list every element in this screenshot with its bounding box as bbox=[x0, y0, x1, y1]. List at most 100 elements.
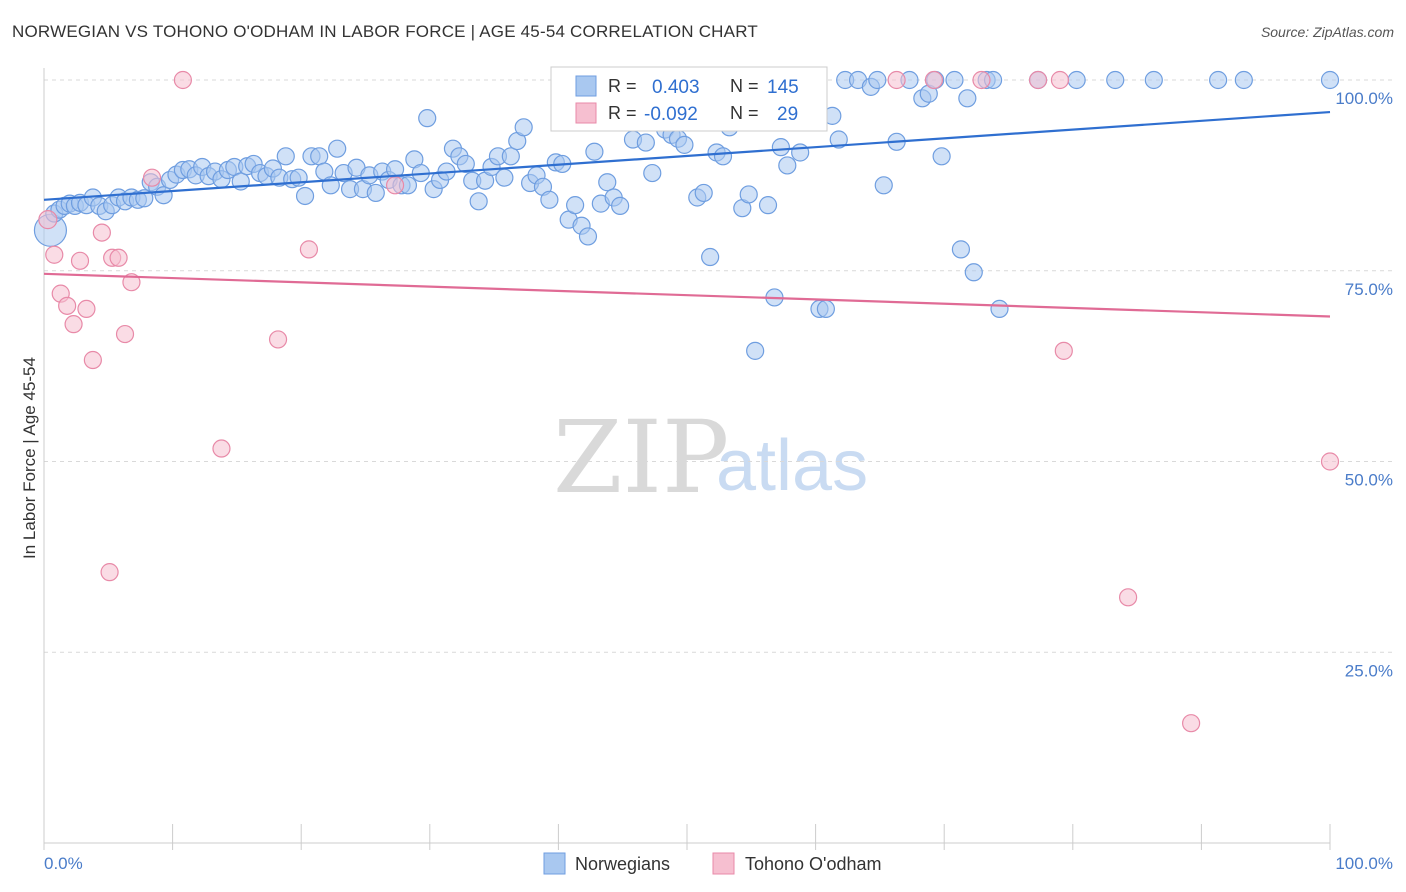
tohono-point bbox=[45, 245, 64, 264]
tohono-point bbox=[385, 176, 405, 195]
axes bbox=[43, 68, 1331, 850]
x-tick-label-min: 0.0% bbox=[44, 854, 83, 873]
x-tick-labels: 0.0% 100.0% bbox=[44, 854, 1393, 873]
tohono-point bbox=[83, 350, 102, 370]
stats-box-frame bbox=[550, 66, 828, 132]
y-tick-label: 75.0% bbox=[1345, 280, 1393, 299]
norwegians-point bbox=[643, 163, 662, 183]
tohono-point bbox=[924, 70, 944, 90]
norwegians-point bbox=[739, 185, 758, 204]
norwegians-point bbox=[1209, 70, 1228, 90]
norwegians-point bbox=[566, 196, 585, 215]
norwegians-point bbox=[945, 70, 964, 90]
norwegians-point bbox=[778, 156, 797, 175]
source-label: Source: ZipAtlas.com bbox=[1260, 24, 1394, 40]
legend-swatch-tohono bbox=[712, 852, 735, 875]
stats-r-value-pink: -0.092 bbox=[644, 104, 698, 125]
norwegians-point bbox=[958, 89, 977, 108]
legend-label-norwegians: Norwegians bbox=[575, 854, 670, 874]
norwegians-point bbox=[1106, 70, 1125, 90]
tohono-point bbox=[109, 248, 128, 267]
y-axis-label: In Labor Force | Age 45-54 bbox=[20, 357, 39, 559]
norwegians-point bbox=[585, 142, 604, 161]
tohono-point bbox=[1320, 452, 1340, 471]
y-tick-label: 50.0% bbox=[1345, 471, 1393, 490]
tohono-point bbox=[1050, 70, 1070, 90]
norwegians-point bbox=[964, 263, 983, 282]
norwegians-point bbox=[366, 183, 385, 203]
stats-n-label-pink: N = bbox=[730, 103, 759, 123]
tohono-point bbox=[70, 251, 90, 270]
norwegians-point bbox=[456, 154, 475, 174]
y-tick-label: 25.0% bbox=[1345, 661, 1393, 680]
y-tick-labels: 25.0% 50.0% 75.0% 100.0% bbox=[1335, 89, 1393, 680]
norwegians-point bbox=[636, 133, 655, 152]
tohono-point bbox=[58, 296, 77, 315]
norwegians-point bbox=[990, 299, 1009, 318]
norwegians-point bbox=[154, 186, 173, 205]
stats-r-label-blue: R = bbox=[608, 76, 637, 96]
tohono-point bbox=[972, 70, 991, 90]
tohono-point bbox=[77, 299, 96, 318]
norwegians-point bbox=[611, 196, 630, 215]
norwegians-point bbox=[1067, 70, 1086, 90]
series-tohono-points bbox=[38, 70, 1340, 733]
norwegians-point bbox=[469, 192, 488, 211]
norwegians-point bbox=[310, 147, 329, 166]
tohono-point bbox=[142, 168, 162, 187]
stats-n-value-blue: 145 bbox=[767, 77, 799, 98]
tohono-point bbox=[1054, 341, 1073, 360]
norwegians-point bbox=[540, 190, 559, 209]
norwegians-point bbox=[1320, 70, 1340, 90]
norwegians-point bbox=[829, 130, 848, 149]
norwegians-point bbox=[816, 299, 835, 318]
norwegians-point bbox=[598, 173, 617, 192]
trend-line-norwegians bbox=[43, 110, 1331, 201]
norwegians-point bbox=[713, 147, 733, 166]
legend: Norwegians Tohono O'odham bbox=[543, 852, 882, 875]
tohono-point bbox=[115, 324, 135, 344]
norwegians-point bbox=[758, 196, 778, 215]
tohono-point bbox=[173, 70, 192, 90]
watermark: ZIP atlas bbox=[553, 399, 868, 516]
chart-title: NORWEGIAN VS TOHONO O'ODHAM IN LABOR FOR… bbox=[12, 22, 758, 41]
norwegians-point bbox=[701, 247, 720, 267]
trend-lines bbox=[43, 110, 1331, 318]
tohono-point bbox=[64, 315, 83, 334]
norwegians-point bbox=[495, 168, 514, 187]
stats-n-value-pink: 29 bbox=[777, 104, 798, 125]
x-tick-label-max: 100.0% bbox=[1335, 854, 1393, 873]
tohono-point bbox=[268, 330, 288, 349]
stats-r-label-pink: R = bbox=[608, 103, 637, 123]
norwegians-point bbox=[771, 138, 790, 157]
norwegians-point bbox=[694, 183, 713, 203]
norwegians-point bbox=[1144, 70, 1163, 90]
tohono-point bbox=[38, 210, 58, 230]
trend-line-tohono bbox=[43, 272, 1331, 318]
norwegians-point bbox=[675, 135, 694, 154]
norwegians-point bbox=[868, 70, 887, 90]
norwegians-point bbox=[418, 109, 437, 128]
legend-label-tohono: Tohono O'odham bbox=[745, 854, 882, 874]
stats-r-value-blue: 0.403 bbox=[652, 77, 700, 98]
watermark-zip: ZIP bbox=[553, 399, 729, 516]
norwegians-point bbox=[874, 176, 893, 195]
y-tick-label: 100.0% bbox=[1335, 89, 1393, 108]
norwegians-point bbox=[328, 139, 347, 158]
norwegians-point bbox=[514, 118, 533, 137]
norwegians-point bbox=[746, 341, 765, 360]
legend-swatch-norwegians bbox=[543, 852, 566, 875]
norwegians-point bbox=[295, 186, 315, 206]
norwegians-point bbox=[501, 147, 520, 166]
norwegians-point bbox=[932, 147, 951, 166]
tohono-point bbox=[100, 563, 119, 582]
stats-swatch-pink bbox=[575, 102, 597, 124]
norwegians-point bbox=[276, 147, 295, 166]
stats-swatch-blue bbox=[575, 75, 597, 97]
stats-box: R = 0.403 N = 145 R = -0.092 N = 29 bbox=[550, 66, 828, 132]
norwegians-point bbox=[791, 143, 810, 162]
norwegians-point bbox=[951, 240, 971, 259]
norwegians-point bbox=[578, 227, 598, 246]
tohono-point bbox=[212, 439, 231, 458]
